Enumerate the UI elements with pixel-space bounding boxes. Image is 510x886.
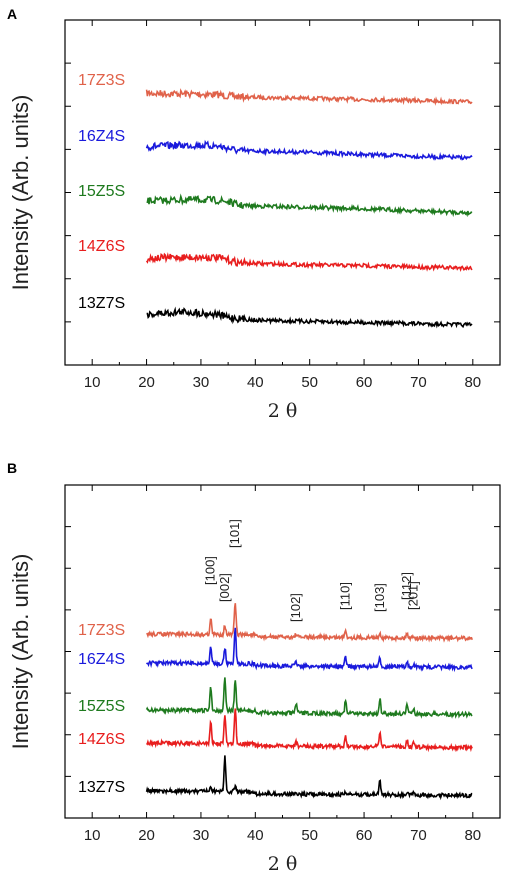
series-line-13Z7S	[146, 306, 473, 329]
x-tick-label: 80	[464, 374, 481, 391]
series-line-16Z4S	[145, 627, 473, 673]
panel-letter: A	[7, 6, 17, 22]
panel-A: A 10 20 30 40 50 60 70 80 2 θ Intensity (Arb. unit…	[7, 6, 501, 422]
series-label-14Z6S: 14Z6S	[78, 238, 125, 255]
x-tick-label: 40	[247, 827, 264, 844]
peak-label: [112]	[399, 572, 414, 600]
series-label-15Z5S: 15Z5S	[78, 183, 125, 200]
panel-letter: B	[7, 460, 17, 476]
x-axis-title: 2 θ	[268, 400, 298, 422]
y-axis-title: Intensity (Arb. units)	[8, 554, 33, 750]
peak-label: [102]	[288, 593, 303, 622]
series-line-17Z3S	[146, 603, 473, 643]
series-label-16Z4S: 16Z4S	[78, 651, 125, 668]
series-line-16Z4S	[145, 139, 473, 161]
peak-label: [110]	[338, 582, 353, 610]
peak-label: [002]	[217, 573, 232, 602]
x-tick-label: 70	[410, 827, 427, 844]
x-tick-label: 20	[138, 827, 155, 844]
y-axis-title: Intensity (Arb. units)	[8, 95, 33, 291]
x-tick-label: 70	[410, 374, 427, 391]
x-tick-label: 80	[464, 827, 481, 844]
x-tick-label: 50	[301, 827, 318, 844]
plot-frame	[64, 484, 501, 819]
series-label-13Z7S: 13Z7S	[78, 295, 125, 312]
peak-label: [101]	[227, 519, 242, 548]
series-line-15Z5S	[145, 677, 473, 719]
series-label-15Z5S: 15Z5S	[78, 698, 125, 715]
series-line-17Z3S	[145, 88, 473, 106]
plot-frame	[64, 19, 501, 366]
x-tick-label: 60	[356, 827, 373, 844]
x-axis-title: 2 θ	[268, 853, 298, 875]
x-tick-label: 60	[356, 374, 373, 391]
panel-B: B 10 20 30 40 50 60 70 80 2 θ Intensity (Arb. unit…	[7, 460, 501, 875]
series-label-17Z3S: 17Z3S	[78, 622, 125, 639]
peak-label: [103]	[372, 583, 387, 612]
series-label-13Z7S: 13Z7S	[78, 779, 125, 796]
x-tick-label: 30	[193, 374, 210, 391]
series-line-13Z7S	[145, 755, 473, 801]
series-line-15Z5S	[146, 193, 473, 218]
x-tick-label: 20	[138, 374, 155, 391]
peak-label: [100]	[203, 556, 218, 585]
peak-label: [201]	[406, 581, 421, 610]
x-tick-label: 30	[193, 827, 210, 844]
series-label-16Z4S: 16Z4S	[78, 128, 125, 145]
series-label-14Z6S: 14Z6S	[78, 731, 125, 748]
x-tick-label: 10	[84, 374, 101, 391]
series-line-14Z6S	[145, 252, 473, 273]
x-tick-label: 50	[301, 374, 318, 391]
x-tick-label: 40	[247, 374, 264, 391]
x-tick-label: 10	[84, 827, 101, 844]
series-line-14Z6S	[145, 708, 473, 753]
series-label-17Z3S: 17Z3S	[78, 72, 125, 89]
